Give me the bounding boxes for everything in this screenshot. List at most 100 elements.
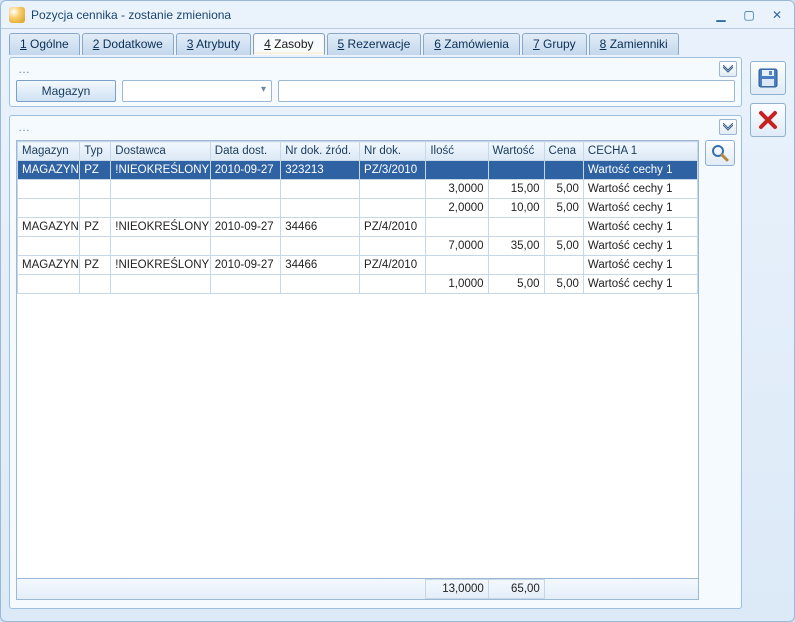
cell-zrod bbox=[281, 275, 360, 294]
magazyn-button[interactable]: Magazyn bbox=[16, 80, 116, 102]
footer-ilosc: 13,0000 bbox=[426, 580, 488, 599]
tab-ogólne[interactable]: 1 Ogólne bbox=[9, 33, 80, 55]
magnifier-icon bbox=[711, 144, 729, 162]
cell-nrdok bbox=[360, 275, 426, 294]
col-header-mag[interactable]: Magazyn bbox=[18, 142, 80, 161]
col-header-typ[interactable]: Typ bbox=[80, 142, 111, 161]
cell-typ bbox=[80, 275, 111, 294]
table-row[interactable]: MAGAZYNPZ!NIEOKREŚLONY!2010-09-2734466PZ… bbox=[18, 256, 698, 275]
cell-wart bbox=[488, 218, 544, 237]
cell-data: 2010-09-27 bbox=[210, 256, 280, 275]
collapse-filter-button[interactable] bbox=[719, 61, 737, 77]
col-header-zrod[interactable]: Nr dok. źród. bbox=[281, 142, 360, 161]
filter-input[interactable] bbox=[278, 80, 735, 102]
grid-footer-row: 13,0000 65,00 bbox=[17, 580, 698, 599]
magazyn-button-label: Magazyn bbox=[42, 84, 91, 98]
cell-cena bbox=[544, 256, 583, 275]
col-header-nrdok[interactable]: Nr dok. bbox=[360, 142, 426, 161]
data-grid: MagazynTypDostawcaData dost.Nr dok. źród… bbox=[16, 140, 699, 600]
cell-mag: MAGAZYN bbox=[18, 256, 80, 275]
cell-nrdok bbox=[360, 199, 426, 218]
cell-typ: PZ bbox=[80, 161, 111, 180]
magazyn-combo[interactable] bbox=[122, 80, 272, 102]
cell-dost: !NIEOKREŚLONY! bbox=[111, 256, 211, 275]
cell-zrod bbox=[281, 237, 360, 256]
cell-data bbox=[210, 180, 280, 199]
cell-wart: 35,00 bbox=[488, 237, 544, 256]
cell-cecha: Wartość cechy 1 bbox=[583, 199, 697, 218]
cancel-button[interactable] bbox=[750, 103, 786, 137]
col-header-ilosc[interactable]: Ilość bbox=[426, 142, 488, 161]
floppy-icon bbox=[757, 67, 779, 89]
cell-wart bbox=[488, 256, 544, 275]
cell-cecha: Wartość cechy 1 bbox=[583, 275, 697, 294]
cell-dost: !NIEOKREŚLONY! bbox=[111, 161, 211, 180]
tab-zamówienia[interactable]: 6 Zamówienia bbox=[423, 33, 520, 55]
table-row[interactable]: MAGAZYNPZ!NIEOKREŚLONY!2010-09-2734466PZ… bbox=[18, 218, 698, 237]
table-row[interactable]: 7,000035,005,00Wartość cechy 1 bbox=[18, 237, 698, 256]
tab-zamienniki[interactable]: 8 Zamienniki bbox=[589, 33, 679, 55]
table-row[interactable]: 1,00005,005,00Wartość cechy 1 bbox=[18, 275, 698, 294]
grid-panel: … MagazynTy bbox=[9, 115, 742, 609]
app-icon bbox=[9, 7, 25, 23]
col-header-data[interactable]: Data dost. bbox=[210, 142, 280, 161]
maximize-button[interactable]: ▢ bbox=[740, 8, 758, 22]
cell-nrdok: PZ/4/2010 bbox=[360, 218, 426, 237]
tab-grupy[interactable]: 7 Grupy bbox=[522, 33, 587, 55]
col-header-cecha[interactable]: CECHA 1 bbox=[583, 142, 697, 161]
cell-typ: PZ bbox=[80, 256, 111, 275]
col-header-wart[interactable]: Wartość bbox=[488, 142, 544, 161]
cell-data bbox=[210, 199, 280, 218]
cell-ilosc: 2,0000 bbox=[426, 199, 488, 218]
collapse-grid-button[interactable] bbox=[719, 119, 737, 135]
cell-dost bbox=[111, 237, 211, 256]
cell-dost bbox=[111, 275, 211, 294]
cell-ilosc: 3,0000 bbox=[426, 180, 488, 199]
cell-ilosc: 1,0000 bbox=[426, 275, 488, 294]
tab-atrybuty[interactable]: 3 Atrybuty bbox=[176, 33, 251, 55]
panel-caption: … bbox=[16, 62, 735, 78]
cell-cena bbox=[544, 218, 583, 237]
cell-cecha: Wartość cechy 1 bbox=[583, 180, 697, 199]
cell-mag: MAGAZYN bbox=[18, 218, 80, 237]
content-area: … Magazyn … bbox=[9, 57, 742, 609]
cell-mag bbox=[18, 199, 80, 218]
minimize-button[interactable]: ▁ bbox=[712, 8, 730, 22]
cell-dost: !NIEOKREŚLONY! bbox=[111, 218, 211, 237]
cell-zrod: 34466 bbox=[281, 218, 360, 237]
table-row[interactable]: MAGAZYNPZ!NIEOKREŚLONY!2010-09-27323213P… bbox=[18, 161, 698, 180]
cell-data bbox=[210, 237, 280, 256]
col-header-dost[interactable]: Dostawca bbox=[111, 142, 211, 161]
search-button[interactable] bbox=[705, 140, 735, 166]
tab-dodatkowe[interactable]: 2 Dodatkowe bbox=[82, 33, 174, 55]
cell-data: 2010-09-27 bbox=[210, 218, 280, 237]
cell-zrod: 323213 bbox=[281, 161, 360, 180]
cell-cecha: Wartość cechy 1 bbox=[583, 218, 697, 237]
tab-zasoby[interactable]: 4 Zasoby bbox=[253, 33, 324, 55]
save-button[interactable] bbox=[750, 61, 786, 95]
cell-ilosc bbox=[426, 218, 488, 237]
cell-typ bbox=[80, 180, 111, 199]
table-row[interactable]: 2,000010,005,00Wartość cechy 1 bbox=[18, 199, 698, 218]
cell-data bbox=[210, 275, 280, 294]
cell-ilosc bbox=[426, 161, 488, 180]
cell-cena: 5,00 bbox=[544, 237, 583, 256]
footer-wart: 65,00 bbox=[488, 580, 544, 599]
close-button[interactable]: ✕ bbox=[768, 8, 786, 22]
filter-panel: … Magazyn bbox=[9, 57, 742, 107]
cell-zrod bbox=[281, 180, 360, 199]
cell-wart: 15,00 bbox=[488, 180, 544, 199]
tab-strip: 1 Ogólne2 Dodatkowe3 Atrybuty4 Zasoby5 R… bbox=[1, 29, 794, 55]
cell-nrdok: PZ/3/2010 bbox=[360, 161, 426, 180]
x-icon bbox=[758, 110, 778, 130]
cell-zrod: 34466 bbox=[281, 256, 360, 275]
col-header-cena[interactable]: Cena bbox=[544, 142, 583, 161]
cell-ilosc: 7,0000 bbox=[426, 237, 488, 256]
cell-wart: 5,00 bbox=[488, 275, 544, 294]
window-title: Pozycja cennika - zostanie zmieniona bbox=[31, 8, 231, 22]
table-row[interactable]: 3,000015,005,00Wartość cechy 1 bbox=[18, 180, 698, 199]
cell-wart: 10,00 bbox=[488, 199, 544, 218]
cell-dost bbox=[111, 180, 211, 199]
cell-cena bbox=[544, 161, 583, 180]
tab-rezerwacje[interactable]: 5 Rezerwacje bbox=[327, 33, 422, 55]
